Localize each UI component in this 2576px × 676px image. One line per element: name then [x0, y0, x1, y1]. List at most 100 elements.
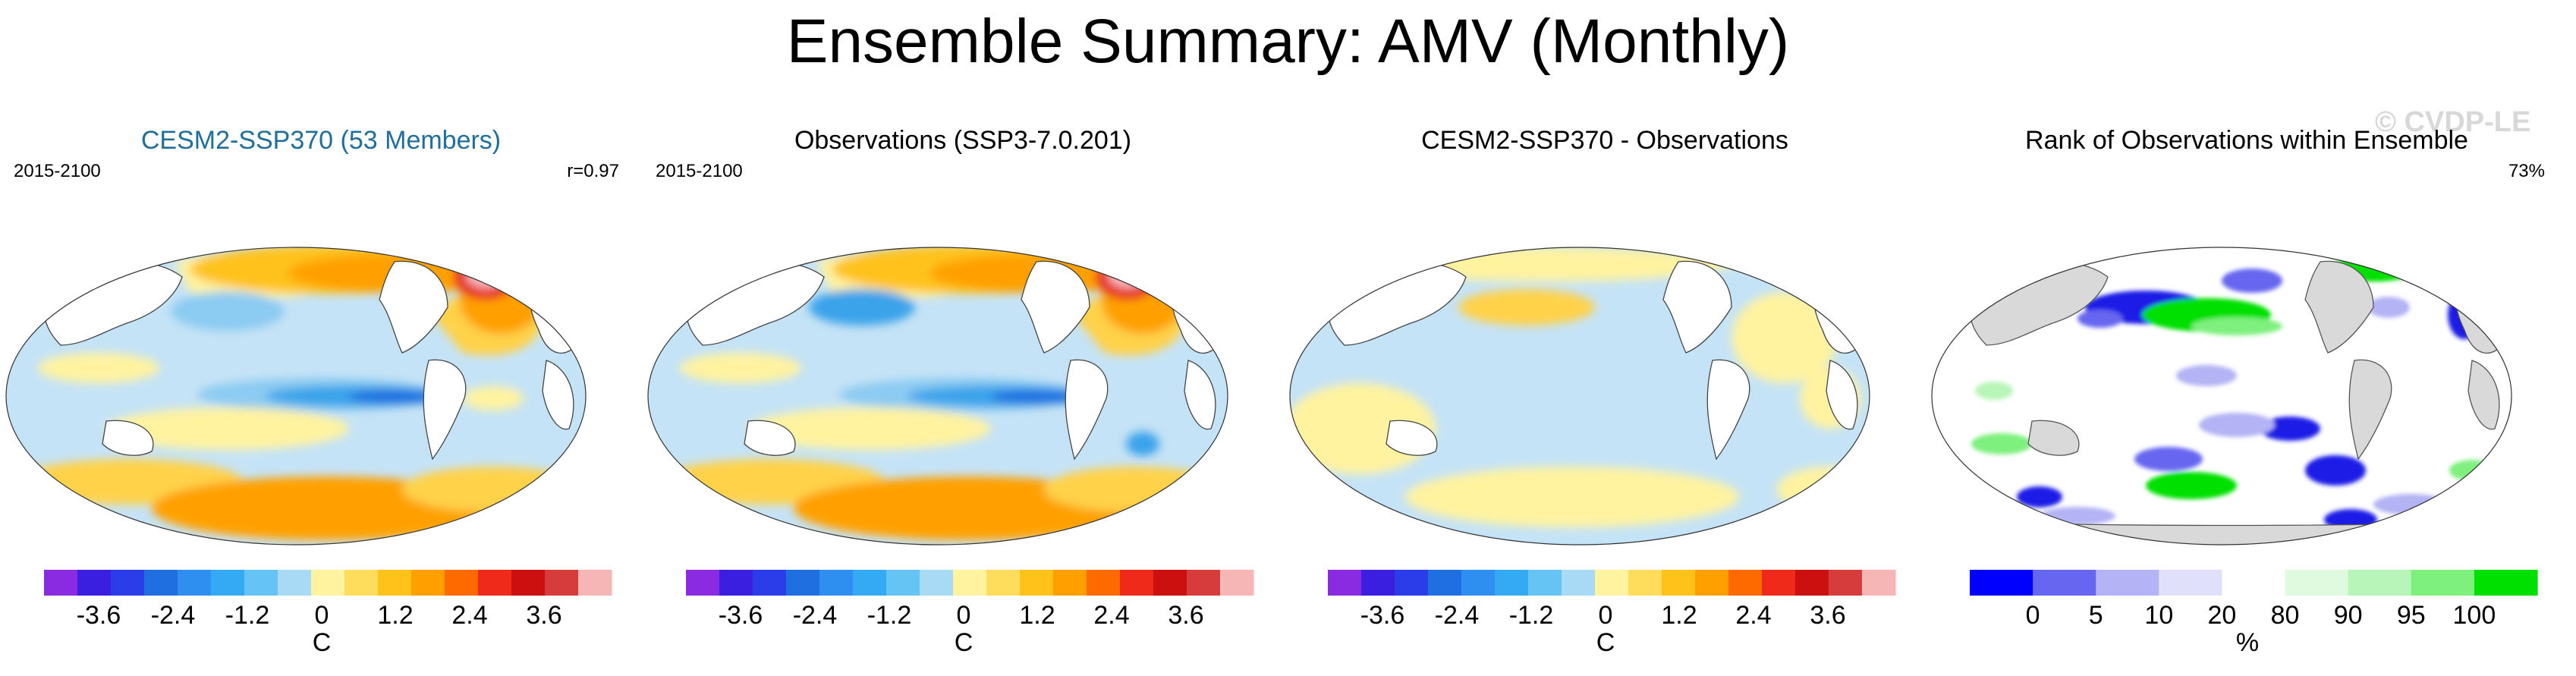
colorbar-segment — [2222, 570, 2286, 596]
panel-title: CESM2-SSP370 (53 Members) — [140, 126, 502, 155]
colorbar-segment — [44, 570, 78, 596]
colorbar-segment — [311, 570, 345, 596]
colorbar-segment — [545, 570, 579, 596]
colorbar-segment — [1053, 570, 1087, 596]
colorbar — [686, 570, 1254, 596]
panel-title: Rank of Observations within Ensemble — [2025, 126, 2468, 155]
rank-summary: 73% — [2508, 161, 2545, 181]
colorbar-tick: 1.2 — [1661, 601, 1697, 630]
colorbar-segment — [853, 570, 887, 596]
labrador-hotspot — [454, 254, 517, 300]
period-label: 2015-2100 — [14, 161, 101, 181]
colorbar-segment — [719, 570, 753, 596]
panel-cesm: CESM2-SSP370 (53 Members) 2015-2100 r=0.… — [0, 0, 642, 676]
colorbar-tick: -3.6 — [718, 601, 763, 630]
colorbar-segment — [1762, 570, 1796, 596]
colorbar-segment — [411, 570, 445, 596]
colorbar-segment — [1970, 570, 2033, 596]
colorbar-segment — [278, 570, 312, 596]
colorbar-segment — [244, 570, 278, 596]
colorbar-segment — [1595, 570, 1629, 596]
colorbar-segment — [1395, 570, 1429, 596]
sst-map — [1289, 247, 1870, 546]
colorbar-segment — [1120, 570, 1154, 596]
map-outline — [5, 247, 587, 546]
colorbar-tick: -2.4 — [792, 601, 838, 630]
colorbar-segment — [886, 570, 920, 596]
colorbar-tick: 95 — [2396, 601, 2426, 630]
colorbar-tick: 1.2 — [1019, 601, 1055, 630]
colorbar-segment — [1862, 570, 1896, 596]
panel-observations: Observations (SSP3-7.0.201) 2015-2100 — [642, 0, 1284, 676]
colorbar-tick: -3.6 — [76, 601, 121, 630]
colorbar-segment — [753, 570, 787, 596]
colorbar-tick: 3.6 — [1810, 601, 1846, 630]
colorbar-tick: 3.6 — [1168, 601, 1204, 630]
colorbar-tick: 3.6 — [526, 601, 562, 630]
colorbar-tick: 0 — [1598, 601, 1613, 630]
colorbar-segment — [2285, 570, 2349, 596]
colorbar-segment — [1220, 570, 1254, 596]
kuroshio-cool — [171, 291, 285, 331]
colorbar-tick: 0 — [956, 601, 971, 630]
panel-title: CESM2-SSP370 - Observations — [1421, 126, 1788, 155]
panel-rank: Rank of Observations within Ensemble 73% — [1926, 0, 2568, 676]
colorbar-segment — [2411, 570, 2475, 596]
sst-map — [5, 247, 587, 546]
colorbar-segment — [2159, 570, 2223, 596]
colorbar-tick: 2.4 — [451, 601, 488, 630]
colorbar-segment — [1087, 570, 1121, 596]
colorbar-unit: C — [1596, 628, 1615, 657]
colorbar-segment — [344, 570, 379, 596]
colorbar-unit: % — [2235, 628, 2260, 657]
colorbar-segment — [144, 570, 178, 596]
colorbar-segment — [1562, 570, 1596, 596]
colorbar-segment — [378, 570, 412, 596]
correlation-label: r=0.97 — [567, 161, 619, 181]
colorbar-tick: -1.2 — [867, 601, 912, 630]
colorbar — [44, 570, 612, 596]
colorbar — [1970, 570, 2538, 596]
map-outline — [1289, 247, 1870, 546]
colorbar-segment — [1153, 570, 1187, 596]
kuroshio-difference — [1458, 289, 1595, 325]
colorbar-segment — [2033, 570, 2096, 596]
colorbar-segment — [445, 570, 479, 596]
colorbar-tick: 0 — [2025, 601, 2040, 630]
colorbar-tick: -3.6 — [1360, 601, 1405, 630]
colorbar-segment — [1628, 570, 1662, 596]
colorbar-tick: 20 — [2207, 601, 2237, 630]
watermark: © CVDP-LE — [2375, 106, 2531, 138]
colorbar-segment — [211, 570, 245, 596]
colorbar-tick: 0 — [314, 601, 329, 630]
panel-title: Observations (SSP3-7.0.201) — [794, 126, 1132, 155]
colorbar-unit: C — [312, 628, 332, 657]
colorbar-segment — [77, 570, 112, 596]
colorbar-tick: 90 — [2333, 601, 2363, 630]
colorbar-segment — [2474, 570, 2538, 596]
sst-map — [647, 247, 1228, 546]
colorbar-segment — [1695, 570, 1729, 596]
colorbar-segment — [819, 570, 854, 596]
colorbar-tick: 100 — [2452, 601, 2496, 630]
colorbar-tick: -2.4 — [1434, 601, 1480, 630]
colorbar-segment — [986, 570, 1021, 596]
colorbar-tick: 5 — [2088, 601, 2103, 630]
colorbar-segment — [511, 570, 546, 596]
colorbar-segment — [1020, 570, 1054, 596]
colorbar-tick: 10 — [2144, 601, 2174, 630]
period-label: 2015-2100 — [656, 161, 743, 181]
colorbar-segment — [2348, 570, 2412, 596]
colorbar-segment — [1428, 570, 1462, 596]
colorbar-segment — [686, 570, 720, 596]
colorbar-tick: 1.2 — [377, 601, 414, 630]
colorbar-segment — [2096, 570, 2159, 596]
figure-title: Ensemble Summary: AMV (Monthly) — [786, 7, 1790, 76]
colorbar-segment — [786, 570, 820, 596]
colorbar-tick: 2.4 — [1093, 601, 1130, 630]
map-outline — [1931, 247, 2512, 546]
colorbar-segment — [111, 570, 145, 596]
indian-ocean-warm — [38, 353, 159, 383]
rank-map — [1931, 247, 2512, 546]
colorbar-segment — [478, 570, 512, 596]
